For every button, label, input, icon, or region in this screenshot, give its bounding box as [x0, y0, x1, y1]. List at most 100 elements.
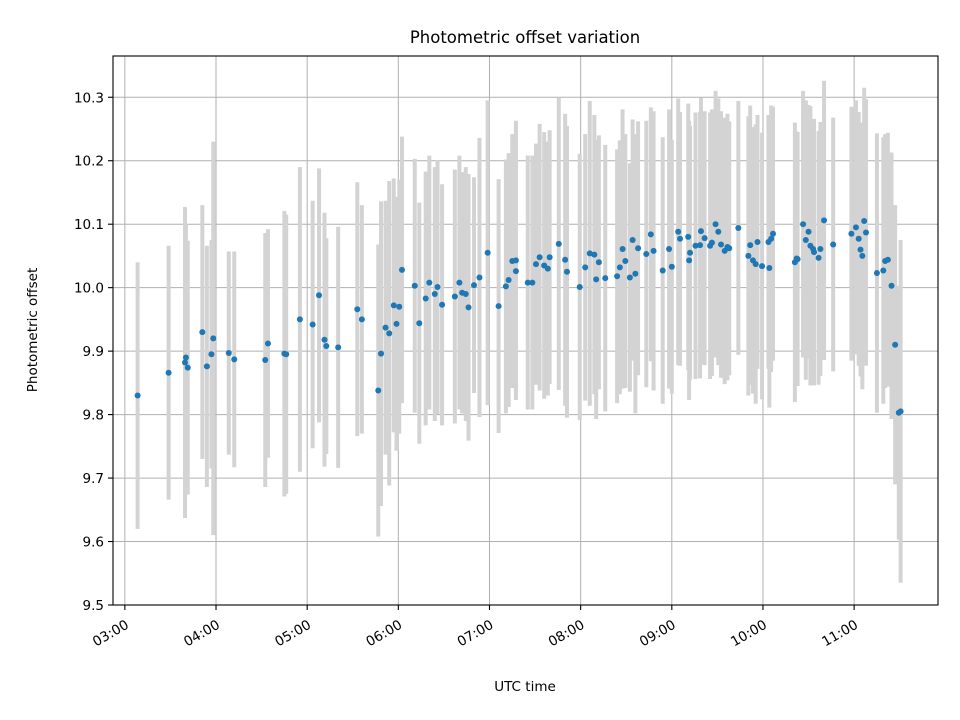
data-point	[563, 268, 570, 275]
data-point	[484, 249, 491, 256]
data-point	[591, 251, 598, 258]
data-point	[718, 241, 725, 248]
y-axis-ticks: 9.5 9.6 9.7 9.8 9.9 10.0 10.1 10.2 10.3	[74, 90, 113, 614]
data-point	[546, 254, 553, 261]
data-point	[495, 303, 502, 310]
data-point	[647, 231, 654, 238]
data-point	[697, 228, 704, 235]
data-point	[752, 261, 759, 268]
data-point	[210, 335, 217, 342]
data-point	[668, 263, 675, 270]
data-point	[451, 293, 458, 300]
y-tick-label: 9.5	[83, 598, 104, 614]
data-point	[422, 295, 429, 302]
data-point	[626, 274, 633, 281]
data-point	[544, 265, 551, 272]
data-point	[817, 245, 824, 252]
y-tick-label: 9.9	[83, 344, 104, 360]
data-point	[505, 277, 512, 284]
data-point	[586, 250, 593, 257]
data-point	[396, 303, 403, 310]
data-point	[715, 228, 722, 235]
data-point	[593, 276, 600, 283]
data-point	[616, 264, 623, 271]
data-point	[296, 316, 303, 323]
data-point	[685, 233, 692, 240]
plot-frame	[112, 55, 939, 606]
data-point	[766, 264, 773, 271]
y-tick-label: 9.8	[83, 408, 104, 424]
data-point	[456, 279, 463, 286]
data-point	[411, 282, 418, 289]
data-point	[811, 249, 818, 256]
data-point	[321, 336, 328, 343]
data-point	[635, 245, 642, 252]
data-point	[439, 301, 446, 308]
data-point	[431, 291, 438, 298]
data-point	[199, 329, 206, 336]
y-tick-label: 9.6	[83, 535, 104, 551]
data-point	[848, 230, 855, 237]
data-point	[701, 235, 708, 242]
data-point	[687, 249, 694, 256]
data-point	[666, 245, 673, 252]
data-point	[602, 275, 609, 282]
data-point	[852, 224, 859, 231]
data-point	[375, 387, 382, 394]
data-point	[283, 351, 290, 358]
y-tick-label: 10.0	[74, 281, 104, 297]
data-point	[754, 238, 761, 245]
data-point	[582, 264, 589, 271]
data-point	[659, 267, 666, 274]
data-point	[512, 257, 519, 264]
data-point	[426, 279, 433, 286]
data-point	[873, 270, 880, 277]
y-tick-label: 10.1	[74, 217, 104, 233]
data-point	[203, 363, 210, 370]
data-point	[830, 241, 837, 248]
y-tick-label: 10.2	[74, 154, 104, 170]
chart-title: Photometric offset variation	[410, 28, 640, 47]
y-axis-label: Photometric offset	[25, 268, 41, 392]
data-point	[805, 228, 812, 235]
data-point	[378, 350, 385, 357]
data-point	[502, 283, 509, 290]
data-point	[802, 237, 809, 244]
data-points	[134, 217, 904, 416]
data-point	[650, 247, 657, 254]
data-point	[335, 344, 342, 351]
data-point	[264, 340, 271, 347]
data-point	[675, 228, 682, 235]
data-point	[184, 364, 191, 371]
data-point	[619, 245, 626, 252]
data-point	[708, 239, 715, 246]
data-point	[862, 229, 869, 236]
data-point	[726, 245, 733, 252]
data-point	[309, 321, 316, 328]
data-point	[892, 341, 899, 348]
data-point	[476, 274, 483, 281]
data-point	[323, 343, 330, 350]
data-point	[629, 237, 636, 244]
data-point	[643, 251, 650, 258]
data-point	[614, 273, 621, 280]
x-axis-label: UTC time	[494, 679, 556, 695]
data-point	[622, 258, 629, 265]
data-point	[632, 270, 639, 277]
data-point	[857, 246, 864, 253]
data-point	[386, 330, 393, 337]
data-point	[390, 302, 397, 309]
data-point	[770, 230, 776, 237]
data-point	[398, 266, 405, 273]
data-point	[434, 284, 441, 291]
data-point	[134, 392, 141, 399]
data-point	[532, 261, 539, 268]
data-point	[821, 217, 828, 224]
data-point	[576, 284, 583, 291]
data-point	[800, 221, 807, 228]
data-point	[416, 320, 423, 327]
data-point	[512, 268, 519, 275]
y-tick-label: 9.7	[83, 471, 104, 487]
data-point	[759, 263, 766, 270]
data-point	[692, 242, 699, 249]
